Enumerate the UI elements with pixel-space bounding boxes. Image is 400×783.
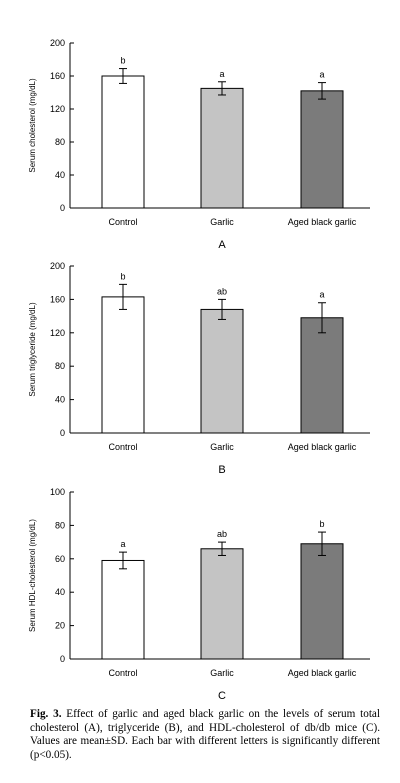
y-tick-label: 0 xyxy=(60,654,65,664)
figure-caption: Fig. 3. Effect of garlic and aged black … xyxy=(30,708,380,762)
y-tick-label: 20 xyxy=(55,621,65,631)
category-label: Aged black garlic xyxy=(288,668,357,678)
category-label: Aged black garlic xyxy=(288,217,357,227)
y-tick-label: 200 xyxy=(50,38,65,48)
chart-panel-c: 0 20 40 60 80 100 Serum HDL-cholesterol (mg/dL… xyxy=(28,487,370,702)
significance-label: a xyxy=(120,539,125,549)
y-tick-label: 80 xyxy=(55,361,65,371)
panel-label: C xyxy=(218,690,226,702)
category-label: Garlic xyxy=(210,442,234,452)
y-tick-label: 80 xyxy=(55,137,65,147)
y-tick-label: 0 xyxy=(60,428,65,438)
category-label: Garlic xyxy=(210,668,234,678)
category-label: Control xyxy=(108,442,137,452)
y-tick-label: 120 xyxy=(50,104,65,114)
significance-label: ab xyxy=(217,286,227,296)
y-tick-label: 160 xyxy=(50,71,65,81)
significance-label: b xyxy=(120,271,125,281)
significance-label: a xyxy=(319,70,324,80)
bar-2 xyxy=(200,548,244,660)
significance-label: a xyxy=(319,290,324,300)
y-tick-label: 40 xyxy=(55,395,65,405)
bar-3 xyxy=(300,90,344,209)
panel-label: B xyxy=(218,464,225,476)
panel-label: A xyxy=(218,239,226,251)
significance-label: b xyxy=(319,519,324,529)
y-tick-label: 40 xyxy=(55,170,65,180)
y-axis-title: Serum cholesterol (mg/dL) xyxy=(28,78,37,173)
y-tick-label: 100 xyxy=(50,487,65,497)
bar-3 xyxy=(300,543,344,660)
y-tick-label: 60 xyxy=(55,554,65,564)
chart-panel-a: 0 40 80 120 160 200 Serum cholesterol (mg/dL) b… xyxy=(28,38,370,251)
significance-label: a xyxy=(219,69,224,79)
bar-1 xyxy=(101,75,145,209)
category-label: Aged black garlic xyxy=(288,442,357,452)
y-tick-label: 120 xyxy=(50,328,65,338)
significance-label: ab xyxy=(217,529,227,539)
y-axis-title: Serum HDL-cholesterol (mg/dL) xyxy=(28,519,37,632)
y-axis-title: Serum triglyceride (mg/dL) xyxy=(28,302,37,397)
caption-text: Effect of garlic and aged black garlic o… xyxy=(30,708,380,761)
y-tick-label: 0 xyxy=(60,203,65,213)
category-label: Control xyxy=(108,668,137,678)
category-label: Garlic xyxy=(210,217,234,227)
bar-3 xyxy=(300,317,344,434)
bar-1 xyxy=(101,296,145,434)
bar-2 xyxy=(200,308,244,434)
chart-panel-b: 0 40 80 120 160 200 Serum triglyceride (mg/dL)… xyxy=(28,261,370,476)
y-tick-label: 160 xyxy=(50,294,65,304)
caption-figure-number: Fig. 3. xyxy=(30,708,62,720)
bar-1 xyxy=(101,559,145,660)
y-tick-label: 200 xyxy=(50,261,65,271)
bar-2 xyxy=(200,87,244,209)
y-tick-label: 80 xyxy=(55,520,65,530)
significance-label: b xyxy=(120,56,125,66)
category-label: Control xyxy=(108,217,137,227)
y-tick-label: 40 xyxy=(55,587,65,597)
